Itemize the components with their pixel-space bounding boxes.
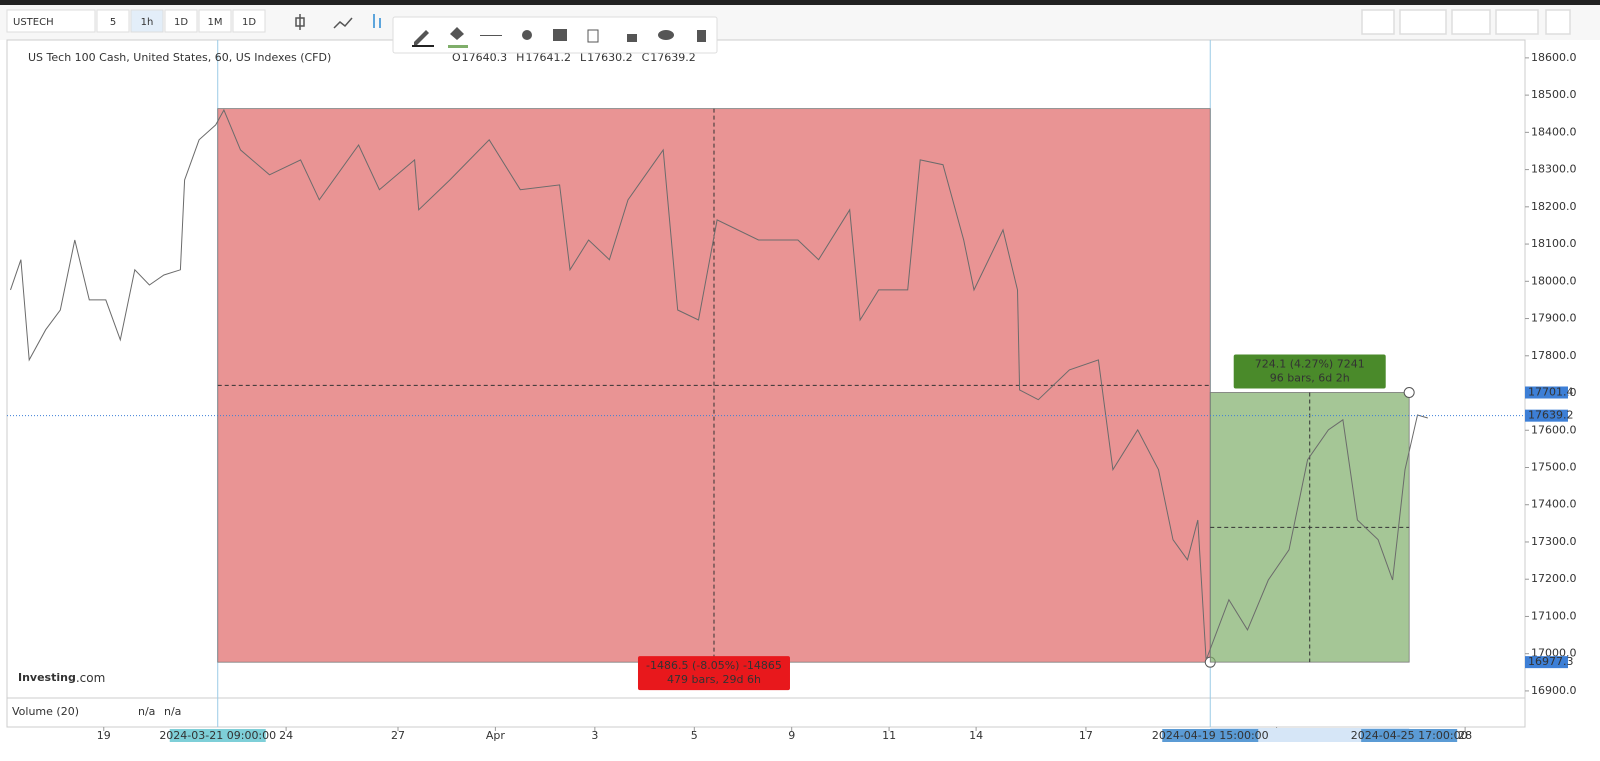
y-tick-label: 17800.0 xyxy=(1531,349,1577,362)
logo: Investing.com xyxy=(18,671,105,685)
y-tick-label: 17400.0 xyxy=(1531,498,1577,511)
interval-label: 1M xyxy=(208,17,223,28)
layout[interactable] xyxy=(1399,9,1447,35)
y-tick-label: 17200.0 xyxy=(1531,572,1577,585)
y-tick-label: 17600.0 xyxy=(1531,423,1577,436)
symbol-box[interactable] xyxy=(6,9,96,33)
measure-label: 96 bars, 6d 2h xyxy=(1270,371,1350,384)
ohlc-value: 17630.2 xyxy=(587,51,633,64)
indicator-icon[interactable] xyxy=(373,14,381,28)
x-marker-bg xyxy=(1361,729,1458,742)
volume-pane xyxy=(6,697,1526,728)
price-badge-label: 17639.2 xyxy=(1528,409,1574,422)
logo-name: Investing xyxy=(18,671,76,684)
symbol: USTECH xyxy=(13,17,54,28)
x-marker-label: 2024-04-25 17:00:00 xyxy=(1351,729,1468,742)
logo-suffix: .com xyxy=(76,671,105,685)
y-tick-label: 17300.0 xyxy=(1531,535,1577,548)
interval-button[interactable] xyxy=(130,9,164,33)
x-tick-label: 17 xyxy=(1079,729,1093,742)
interval-label: 1D xyxy=(242,17,256,28)
measure-label: 724.1 (4.27%) 7241 xyxy=(1255,357,1365,370)
ohlc-value: 17639.2 xyxy=(650,51,696,64)
measure-label-bg xyxy=(637,656,790,691)
interval-button[interactable] xyxy=(164,9,198,33)
x-marker-bg xyxy=(1162,729,1259,742)
y-tick-label: 17500.0 xyxy=(1531,460,1577,473)
x-tick-label: 3 xyxy=(591,729,598,742)
y-tick-label: 17100.0 xyxy=(1531,609,1577,622)
x-tick-label: 27 xyxy=(391,729,405,742)
volume-value: n/a xyxy=(138,705,155,718)
chart-type-icons[interactable] xyxy=(295,14,353,30)
volume-title: Volume (20) xyxy=(12,705,79,718)
volume-value: n/a xyxy=(164,705,181,718)
plot: 16900.017000.017100.017200.017300.017400… xyxy=(7,40,1577,742)
intervals: 5 1h 1D 1M 1D xyxy=(96,9,266,33)
x-marker-label: 2024-03-21 09:00:00 xyxy=(159,729,276,742)
x-tick-label: 28 xyxy=(1458,729,1472,742)
interval-label: 1D xyxy=(174,17,188,28)
y-tick-label: 18400.0 xyxy=(1531,125,1577,138)
y-tick-label: 18600.0 xyxy=(1531,51,1577,64)
y-tick-label: 18000.0 xyxy=(1531,274,1577,287)
price-badge-label: 17701.4 xyxy=(1528,385,1574,398)
interval-button[interactable] xyxy=(232,9,266,33)
cloud-save[interactable] xyxy=(1451,9,1491,35)
top-bar xyxy=(0,0,1600,5)
ohlc: O 17640.3 H 17641.2 L 17630.2 C 17639.2 xyxy=(452,51,696,64)
toolbar-icons xyxy=(295,9,1571,35)
drawing-toolbar xyxy=(392,16,718,54)
x-tick-label: Apr xyxy=(486,729,506,742)
camera[interactable] xyxy=(1361,9,1395,35)
price-line xyxy=(10,108,1428,661)
x-tick-label: 9 xyxy=(788,729,795,742)
interval-button[interactable] xyxy=(96,9,130,33)
y-tick-label: 18300.0 xyxy=(1531,163,1577,176)
x-tick-label: 11 xyxy=(882,729,896,742)
fullscreen[interactable] xyxy=(1545,9,1571,35)
y-tick-label: 18100.0 xyxy=(1531,237,1577,250)
measure-label: -1486.5 (-8.05%) -14865 xyxy=(646,659,782,672)
measure-label-bg xyxy=(1233,354,1386,389)
drawing-tools[interactable] xyxy=(412,27,706,48)
ohlc-key: H xyxy=(516,51,524,64)
x-range xyxy=(1210,728,1410,742)
cloud-load[interactable] xyxy=(1495,9,1539,35)
x-tick-label: 24 xyxy=(279,729,293,742)
ohlc-value: 17641.2 xyxy=(525,51,571,64)
x-marker-label: 2024-04-19 15:00:00 xyxy=(1152,729,1269,742)
interval-button[interactable] xyxy=(198,9,232,33)
price-badge xyxy=(1525,656,1568,669)
x-tick-label: 5 xyxy=(691,729,698,742)
y-tick-label: 16900.0 xyxy=(1531,684,1577,697)
y-tick-label: 17900.0 xyxy=(1531,312,1577,325)
interval-label: 1h xyxy=(141,17,154,28)
toolbar xyxy=(0,5,1600,40)
ohlc-key: O xyxy=(452,51,461,64)
legend-title: US Tech 100 Cash, United States, 60, US … xyxy=(28,51,331,64)
x-marker-bg xyxy=(169,729,266,742)
interval-label: 5 xyxy=(110,17,116,28)
ohlc-key: C xyxy=(642,51,650,64)
x-tick-label: 19 xyxy=(97,729,111,742)
y-tick-label: 18200.0 xyxy=(1531,200,1577,213)
x-tick-label: 14 xyxy=(969,729,983,742)
ohlc-key: L xyxy=(580,51,587,64)
measure-handle[interactable] xyxy=(1403,386,1415,398)
price-badge xyxy=(1525,386,1568,399)
price-badge-label: 16977.3 xyxy=(1528,655,1574,668)
measure-label: 479 bars, 29d 6h xyxy=(667,673,761,686)
ohlc-value: 17640.3 xyxy=(462,51,508,64)
price-badge xyxy=(1525,409,1568,422)
y-tick-label: 18500.0 xyxy=(1531,88,1577,101)
